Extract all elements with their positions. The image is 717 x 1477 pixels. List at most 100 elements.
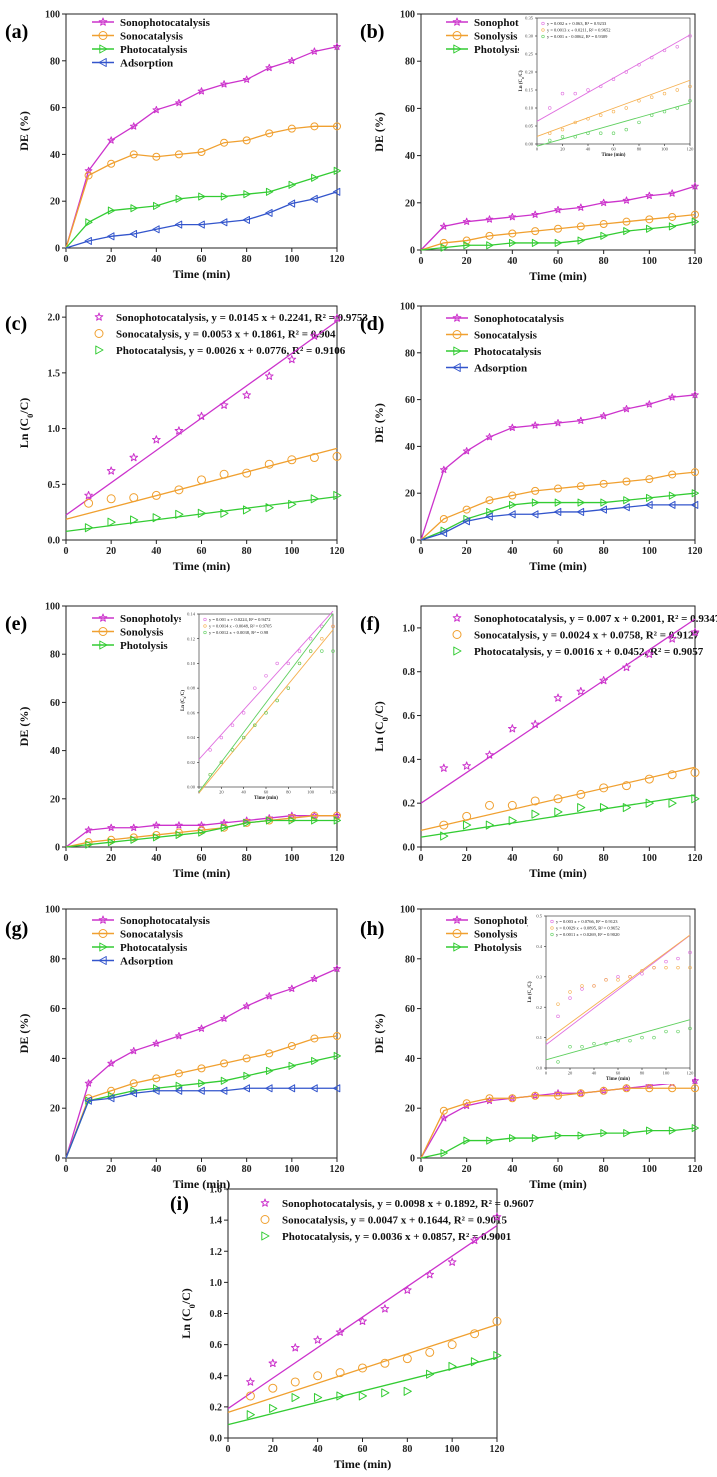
data-point bbox=[175, 509, 184, 519]
data-point bbox=[313, 1335, 322, 1344]
data-point bbox=[333, 964, 341, 973]
inset-data-point bbox=[628, 975, 632, 979]
data-point bbox=[197, 87, 206, 95]
inset-legend-label: y = 0.0029 x + 0.0895, R² = 0.9652 bbox=[556, 926, 620, 932]
data-point bbox=[462, 517, 470, 526]
inset-data-point bbox=[676, 1029, 680, 1034]
data-point bbox=[129, 150, 138, 159]
inset-data-point bbox=[616, 978, 620, 982]
data-point bbox=[265, 992, 274, 1000]
data-point bbox=[691, 468, 699, 477]
x-tick-label: 100 bbox=[642, 256, 657, 267]
data-point bbox=[462, 505, 471, 514]
data-point bbox=[600, 498, 608, 507]
y-tick-label: 1.4 bbox=[210, 1216, 223, 1227]
series-orange bbox=[65, 811, 341, 848]
data-point bbox=[531, 227, 540, 236]
data-point bbox=[691, 217, 699, 226]
inset-x-tick-label: 40 bbox=[586, 147, 591, 152]
data-point bbox=[691, 794, 700, 804]
x-tick-label: 20 bbox=[268, 1444, 278, 1455]
data-point bbox=[440, 243, 448, 252]
panel-letter: (e) bbox=[5, 613, 27, 635]
data-point bbox=[691, 390, 699, 399]
x-tick-label: 60 bbox=[553, 1164, 563, 1175]
data-point bbox=[470, 1235, 479, 1245]
y-axis-label: DE (%) bbox=[372, 1014, 386, 1054]
data-point bbox=[242, 1054, 251, 1063]
x-tick-label: 0 bbox=[226, 1444, 231, 1455]
data-point bbox=[129, 1046, 138, 1055]
inset-x-tick-label: 0 bbox=[536, 147, 539, 152]
data-point bbox=[600, 231, 608, 240]
data-point bbox=[577, 1131, 585, 1140]
series-line bbox=[65, 1055, 338, 1159]
panel-letter: (g) bbox=[5, 918, 28, 940]
inset-data-point bbox=[253, 686, 257, 690]
data-point bbox=[175, 830, 183, 839]
legend-marker bbox=[98, 31, 108, 40]
y-tick-label: 100 bbox=[400, 10, 415, 21]
x-tick-label: 80 bbox=[599, 853, 609, 864]
legend-marker bbox=[98, 929, 108, 938]
inset-data-point bbox=[616, 1038, 620, 1043]
series-green bbox=[420, 217, 699, 252]
x-tick-label: 0 bbox=[419, 1164, 424, 1175]
x-axis-label: Time (min) bbox=[173, 1177, 230, 1191]
y-tick-label: 40 bbox=[405, 1054, 415, 1065]
fit-line bbox=[65, 495, 338, 532]
data-point bbox=[288, 56, 296, 65]
legend-label: Sonophotocatalysis bbox=[120, 915, 211, 927]
data-point bbox=[691, 489, 699, 498]
inset-data-point bbox=[230, 748, 235, 752]
data-point bbox=[333, 811, 341, 820]
data-point bbox=[174, 485, 184, 495]
data-point bbox=[84, 838, 93, 847]
y-tick-label: 0.2 bbox=[403, 799, 416, 810]
inset-data-point bbox=[662, 109, 667, 114]
y-tick-label: 40 bbox=[50, 746, 60, 757]
data-point bbox=[310, 47, 319, 55]
legend-label: Sonophotocatalysis, y = 0.007 x + 0.2001… bbox=[474, 613, 717, 625]
inset-data-point bbox=[664, 1029, 668, 1034]
inset-y-tick-label: 0.06 bbox=[187, 710, 196, 715]
data-point bbox=[174, 426, 184, 435]
data-point bbox=[313, 1393, 323, 1403]
x-tick-label: 80 bbox=[402, 1444, 412, 1455]
data-point bbox=[554, 419, 562, 427]
inset-data-point bbox=[573, 120, 577, 125]
data-point bbox=[380, 1304, 390, 1313]
y-tick-label: 1.0 bbox=[48, 424, 61, 435]
y-axis-label: DE (%) bbox=[17, 707, 31, 747]
inset-data-point bbox=[286, 661, 291, 666]
inset-data-point bbox=[548, 131, 552, 135]
inset-data-point bbox=[688, 34, 692, 38]
data-point bbox=[486, 241, 494, 250]
data-point bbox=[508, 1094, 517, 1103]
data-point bbox=[668, 1126, 677, 1135]
series-line bbox=[420, 1127, 696, 1159]
data-point bbox=[508, 510, 516, 519]
x-tick-label: 0 bbox=[419, 853, 424, 864]
legend-label: Sonophotocatalysis, y = 0.0145 x + 0.224… bbox=[116, 312, 368, 324]
inset-data-point bbox=[586, 117, 590, 121]
data-point bbox=[530, 719, 540, 729]
data-point bbox=[265, 129, 274, 138]
inset-h: 0 20 40 60 80 100 120 0.0 0.1 0.2 0.3 0.4 0.5 Time (m… bbox=[528, 914, 694, 1084]
panel-h: (h) 0 20 40 60 80 100 120 0 20 40 60 80 100 Time (min)… bbox=[360, 905, 703, 1192]
data-point bbox=[440, 222, 448, 230]
y-tick-label: 0.8 bbox=[210, 1309, 223, 1320]
x-axis-label: Time (min) bbox=[173, 267, 230, 281]
data-point bbox=[668, 1084, 677, 1093]
data-point bbox=[599, 1086, 608, 1095]
data-point bbox=[198, 828, 206, 837]
inset-data-point bbox=[208, 748, 212, 752]
y-tick-label: 100 bbox=[400, 905, 415, 916]
data-point bbox=[667, 634, 677, 643]
inset-data-point bbox=[331, 649, 335, 653]
inset-legend-marker bbox=[203, 617, 207, 622]
data-point bbox=[152, 152, 161, 161]
data-point bbox=[333, 811, 341, 819]
y-tick-label: 0.6 bbox=[210, 1340, 223, 1351]
inset-x-tick-label: 80 bbox=[640, 1071, 645, 1076]
